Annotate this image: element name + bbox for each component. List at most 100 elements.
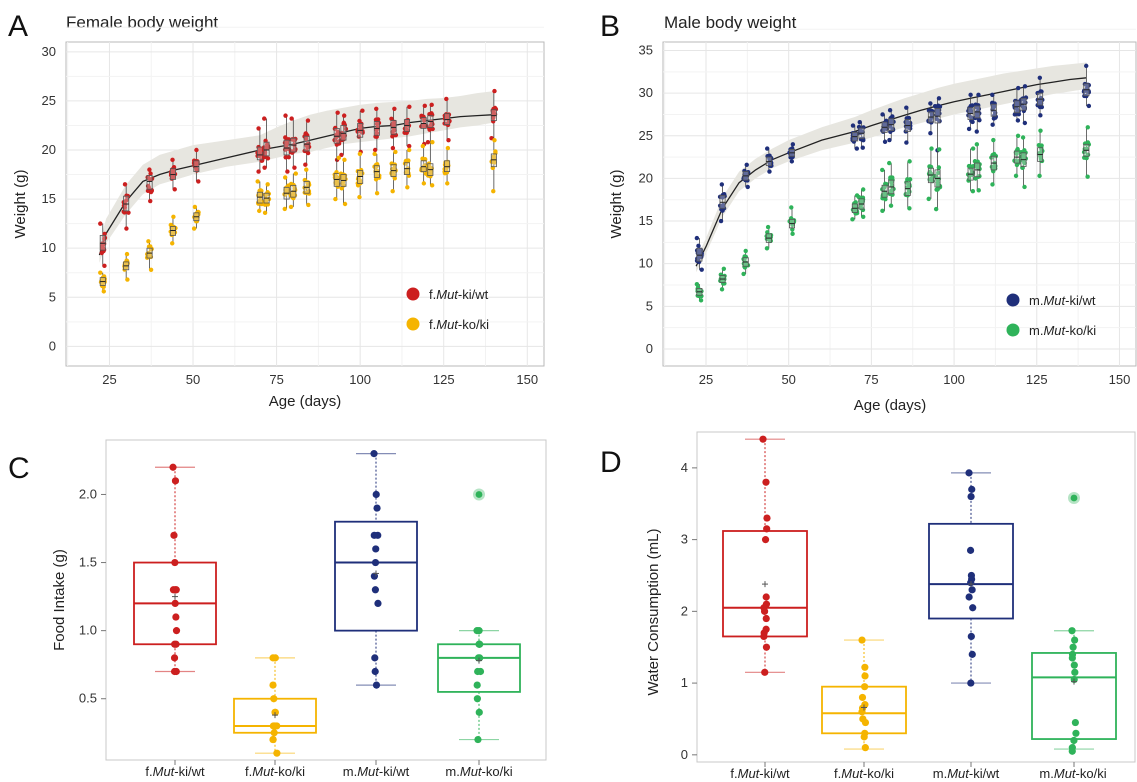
- data-point: [858, 636, 866, 644]
- panel-letter-b: B: [600, 10, 620, 43]
- data-point: [283, 155, 288, 160]
- data-point: [761, 536, 770, 544]
- data-point: [407, 104, 412, 110]
- y-tick-label: 2.0: [79, 486, 97, 501]
- data-point: [420, 143, 426, 149]
- legend-label-f-ki-wt: f.Mut-ki/wt: [429, 287, 489, 302]
- panel-a-data: [98, 88, 499, 294]
- data-point: [1084, 63, 1089, 69]
- data-point: [1071, 668, 1079, 676]
- panel-c-plot-area: [105, 439, 547, 761]
- data-point: [991, 137, 996, 143]
- y-tick-label: 25: [639, 128, 653, 143]
- data-point: [854, 146, 860, 151]
- data-point: [966, 178, 971, 183]
- x-tick-label: 150: [516, 372, 538, 387]
- data-point: [851, 139, 857, 144]
- legend-label-m-ko-ki: m.Mut-ko/ki: [1029, 323, 1096, 338]
- data-point: [1071, 636, 1079, 644]
- data-point: [936, 170, 941, 176]
- data-point: [445, 114, 451, 119]
- data-point: [194, 166, 199, 172]
- data-point: [370, 531, 378, 539]
- data-point: [269, 735, 277, 744]
- data-point: [374, 191, 380, 196]
- data-point: [122, 210, 127, 215]
- data-point: [371, 667, 379, 676]
- data-point: [858, 693, 867, 702]
- data-point: [1072, 729, 1080, 737]
- data-point: [192, 204, 198, 210]
- panel-c-ylabel: Food Intake (g): [51, 549, 68, 651]
- data-point: [696, 243, 701, 249]
- data-point: [171, 558, 179, 567]
- data-point: [169, 463, 177, 471]
- data-point: [990, 122, 995, 127]
- data-point: [373, 504, 381, 512]
- data-point: [148, 267, 154, 272]
- data-point: [372, 147, 378, 153]
- data-point: [270, 695, 278, 703]
- data-point: [1015, 133, 1021, 138]
- data-point: [336, 155, 342, 161]
- data-point: [861, 214, 866, 219]
- data-point: [861, 125, 866, 130]
- data-point: [282, 175, 288, 180]
- data-point: [699, 267, 704, 272]
- x-tick-label: 25: [699, 372, 713, 387]
- data-point: [976, 92, 981, 98]
- data-point: [1068, 627, 1076, 635]
- data-point: [889, 120, 894, 125]
- data-point: [285, 169, 290, 174]
- data-point: [744, 162, 749, 167]
- data-point: [760, 632, 768, 641]
- data-point: [392, 106, 397, 111]
- data-point: [968, 485, 976, 493]
- panel-c-cat-m-ki-wt: m.Mut-ki/wt: [343, 764, 410, 779]
- data-point: [762, 593, 770, 601]
- data-point: [967, 492, 975, 501]
- data-point: [887, 137, 892, 143]
- data-point: [761, 668, 769, 676]
- data-point: [195, 159, 200, 164]
- y-tick-label: 1: [681, 675, 688, 690]
- data-point: [333, 196, 338, 202]
- data-point: [970, 189, 976, 194]
- data-point: [765, 146, 770, 151]
- panel-c-category-labels: f.Mut-ki/wt f.Mut-ko/ki m.Mut-ki/wt m.Mu…: [145, 764, 512, 779]
- data-point: [303, 162, 308, 167]
- legend-marker-m-ko-ki: [1006, 323, 1020, 337]
- data-point: [262, 116, 267, 121]
- box: [146, 175, 153, 190]
- data-point: [977, 174, 982, 179]
- data-point: [1039, 89, 1044, 94]
- data-point: [171, 170, 177, 175]
- data-point: [334, 179, 340, 184]
- data-point: [765, 224, 771, 230]
- data-point: [390, 189, 395, 194]
- data-point: [427, 127, 432, 132]
- data-point: [390, 145, 396, 151]
- data-point: [887, 108, 893, 113]
- data-point: [698, 298, 704, 303]
- data-point: [491, 189, 496, 194]
- data-point: [422, 118, 427, 123]
- data-point: [721, 266, 727, 271]
- data-point: [193, 219, 199, 224]
- data-point: [1013, 173, 1019, 179]
- data-point: [850, 217, 855, 222]
- data-point: [100, 245, 105, 250]
- data-point: [172, 187, 177, 192]
- data-point: [124, 251, 130, 257]
- data-point: [765, 230, 770, 235]
- data-point: [882, 193, 888, 198]
- data-point: [393, 149, 398, 155]
- data-point: [1086, 103, 1092, 109]
- x-tick-label: 100: [943, 372, 965, 387]
- data-point: [122, 182, 128, 187]
- panel-d-plot-area: [696, 431, 1136, 763]
- box: [334, 520, 418, 632]
- data-point: [1038, 128, 1043, 133]
- y-tick-label: 15: [42, 191, 56, 206]
- data-point: [258, 188, 263, 193]
